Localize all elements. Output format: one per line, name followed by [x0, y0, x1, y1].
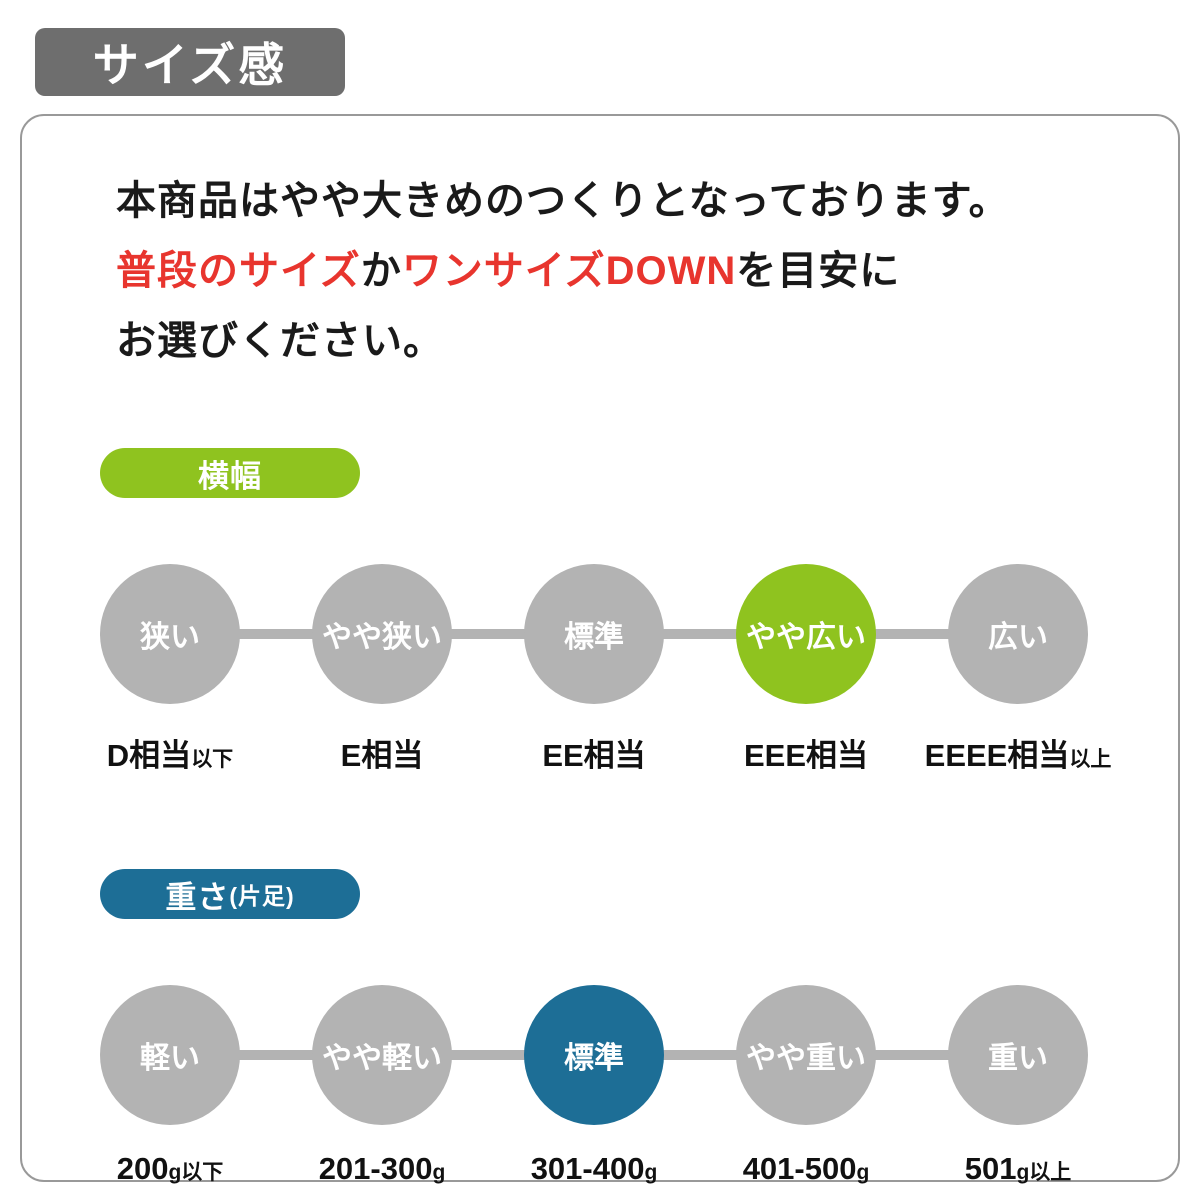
weight-badge-label: 重さ [165, 879, 230, 915]
width-value-main: EE相当 [542, 738, 646, 773]
width-value-label: EEEE相当 以上 [925, 730, 1112, 775]
width-scale-row: 狭い やや狭い 標準 やや広い 広い [100, 564, 1088, 704]
weight-option-heavy: 重い [948, 985, 1088, 1125]
weight-value-suffix: g以上 [1016, 1161, 1072, 1184]
width-option-wide: 広い [948, 564, 1088, 704]
weight-badge: 重さ (片足) [100, 869, 360, 919]
width-value-main: EEE相当 [743, 738, 869, 773]
width-option-label: やや狭い [322, 621, 442, 654]
weight-option-slightly-heavy: やや重い [736, 985, 876, 1125]
weight-value-main: 301-400 [530, 1151, 645, 1186]
weight-value-label: 501 g以上 [948, 1151, 1088, 1187]
width-value-main: E相当 [340, 738, 424, 773]
weight-value-label: 201-300 g [312, 1151, 452, 1187]
size-guide-panel: 本商品はやや大きめのつくりとなっております。 普段のサイズかワンサイズDOWNを… [20, 114, 1180, 1186]
width-option-label: 狭い [140, 621, 200, 654]
weight-value-main: 401-500 [742, 1151, 857, 1186]
description-connector: か [360, 249, 402, 293]
weight-option-light: 軽い [100, 985, 240, 1125]
description: 本商品はやや大きめのつくりとなっております。 普段のサイズかワンサイズDOWNを… [116, 166, 1098, 376]
width-option-label: やや広い [746, 621, 866, 654]
width-value-label: EE相当 [524, 730, 664, 775]
width-option-slightly-narrow: やや狭い [312, 564, 452, 704]
weight-value-main: 501 [964, 1151, 1017, 1186]
width-value-suffix: 以下 [191, 748, 234, 771]
description-line-3: お選びください。 [116, 319, 444, 363]
width-option-standard: 標準 [524, 564, 664, 704]
weight-scale-row: 軽い やや軽い 標準 やや重い 重い [100, 985, 1088, 1125]
weight-value-suffix: g以下 [168, 1161, 224, 1184]
width-section: 横幅 狭い やや狭い 標準 やや広い 広い D相当 以下 E相当 EE相当 EEE… [100, 448, 1112, 775]
description-line-2: 普段のサイズかワンサイズDOWNを目安に [116, 236, 1098, 306]
weight-value-main: 200 [116, 1151, 169, 1186]
weight-value-label: 200 g以下 [100, 1151, 240, 1187]
weight-option-label: やや重い [746, 1042, 866, 1075]
weight-option-label: 軽い [140, 1042, 200, 1075]
width-option-label: 広い [988, 621, 1048, 654]
weight-option-label: やや軽い [322, 1042, 442, 1075]
width-option-narrow: 狭い [100, 564, 240, 704]
weight-value-suffix: g [432, 1161, 446, 1184]
width-badge-label: 横幅 [198, 458, 262, 494]
weight-option-standard: 標準 [524, 985, 664, 1125]
weight-section: 重さ (片足) 軽い やや軽い 標準 やや重い 重い 200 g以下 201-300… [100, 869, 1098, 1187]
description-line-1: 本商品はやや大きめのつくりとなっております。 [116, 179, 1010, 223]
weight-option-label: 標準 [564, 1042, 624, 1075]
width-value-label: D相当 以下 [100, 730, 240, 775]
highlight-usual-size: 普段のサイズ [116, 249, 361, 293]
weight-value-suffix: g [856, 1161, 870, 1184]
width-value-main: D相当 [106, 738, 192, 773]
weight-value-label: 301-400 g [524, 1151, 664, 1187]
width-option-slightly-wide: やや広い [736, 564, 876, 704]
width-value-label: E相当 [312, 730, 452, 775]
page-title: サイズ感 [92, 39, 288, 91]
weight-value-label: 401-500 g [736, 1151, 876, 1187]
width-value-main: EEEE相当 [924, 738, 1070, 773]
highlight-one-size-down: ワンサイズDOWN [401, 249, 737, 293]
weight-value-main: 201-300 [318, 1151, 433, 1186]
weight-badge-suffix: (片足) [229, 883, 295, 909]
width-badge: 横幅 [100, 448, 360, 498]
description-tail: を目安に [736, 249, 901, 293]
width-value-label: EEE相当 [736, 730, 876, 775]
width-value-suffix: 以上 [1069, 748, 1112, 771]
page-title-badge: サイズ感 [35, 28, 345, 96]
weight-option-label: 重い [988, 1042, 1048, 1075]
width-value-labels: D相当 以下 E相当 EE相当 EEE相当 EEEE相当 以上 [100, 730, 1112, 775]
weight-value-suffix: g [644, 1161, 658, 1184]
weight-value-labels: 200 g以下 201-300 g 301-400 g 401-500 g 501 g以上 [100, 1151, 1088, 1187]
width-option-label: 標準 [564, 621, 624, 654]
weight-option-slightly-light: やや軽い [312, 985, 452, 1125]
